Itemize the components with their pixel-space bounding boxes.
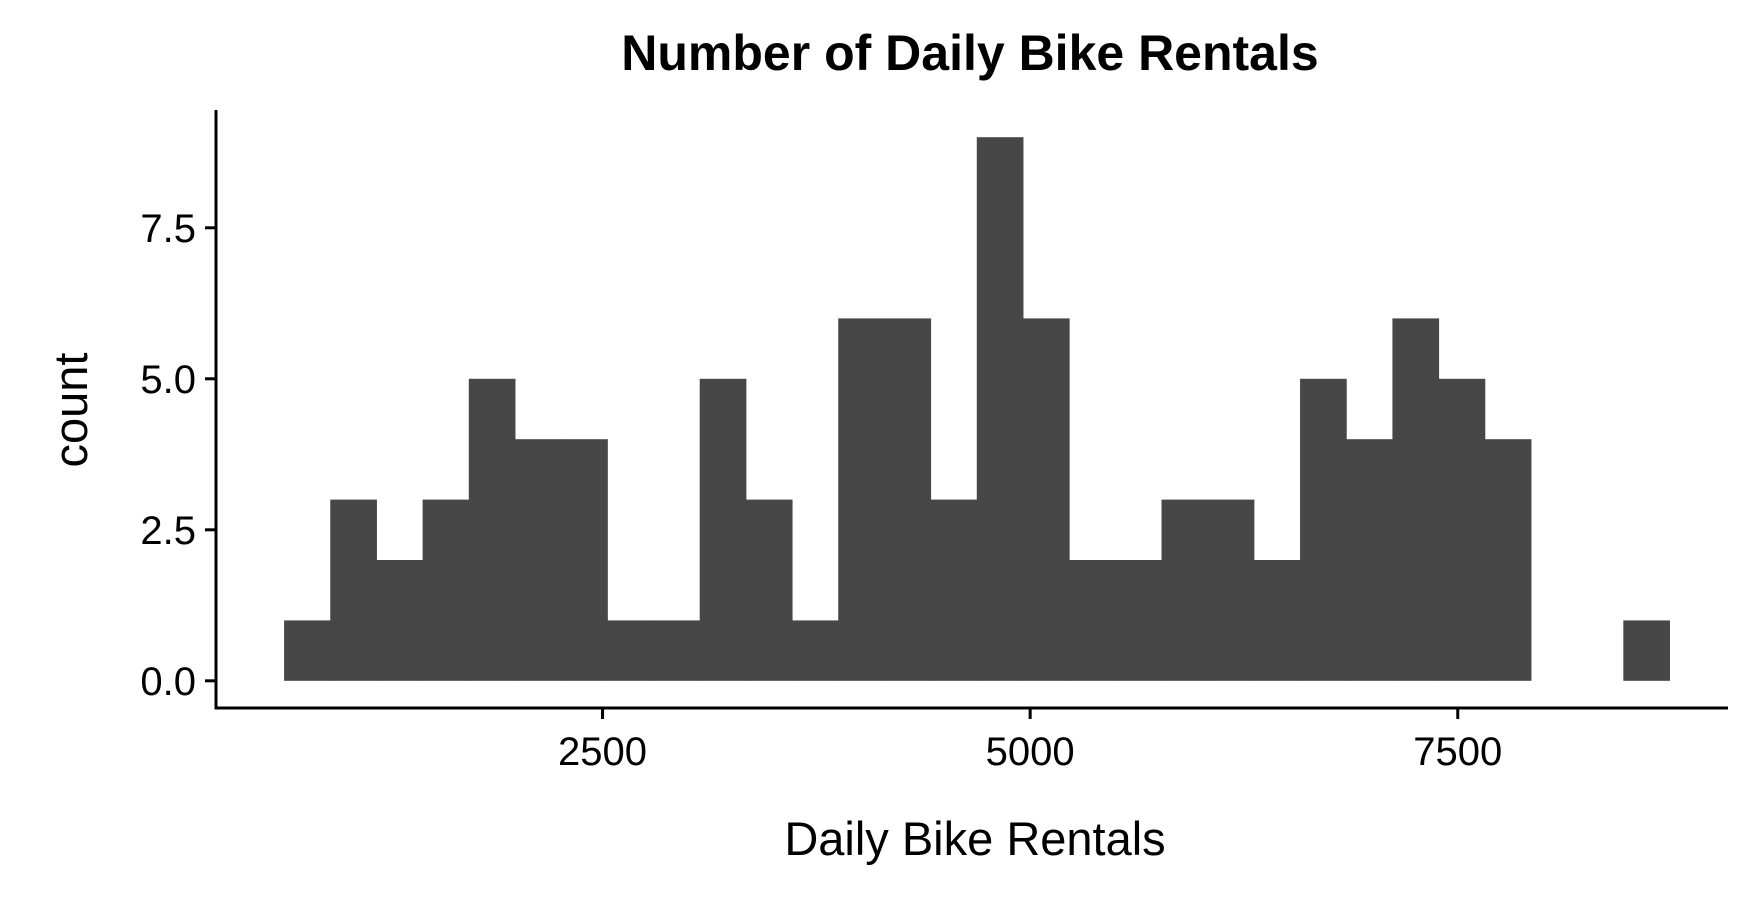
bars-group	[284, 137, 1671, 681]
y-tick-label: 0.0	[140, 660, 196, 704]
histogram-bar	[1392, 318, 1440, 681]
histogram-bar	[330, 499, 377, 681]
histogram-bar	[1069, 560, 1116, 681]
histogram-bar	[1484, 439, 1532, 681]
y-tick-label: 2.5	[140, 509, 196, 553]
histogram-bar	[1022, 318, 1070, 681]
histogram-bar	[1253, 560, 1301, 681]
histogram-bar	[884, 318, 932, 681]
histogram-bar	[930, 499, 978, 681]
histogram-bar	[376, 560, 424, 681]
chart-title: Number of Daily Bike Rentals	[621, 25, 1318, 81]
histogram-bar	[561, 439, 608, 681]
histogram-bar	[1346, 439, 1393, 681]
histogram-bar	[284, 620, 331, 681]
x-tick-label: 7500	[1413, 730, 1502, 774]
histogram-bar	[838, 318, 885, 681]
histogram-bar	[1207, 499, 1255, 681]
y-tick-label: 5.0	[140, 358, 196, 402]
histogram-bar	[1438, 378, 1486, 681]
histogram-bar	[792, 620, 839, 681]
x-tick-label: 2500	[558, 730, 647, 774]
histogram-bar	[607, 620, 655, 681]
x-axis-label: Daily Bike Rentals	[784, 812, 1165, 865]
histogram-bar	[468, 378, 516, 681]
x-tick-label: 5000	[986, 730, 1075, 774]
histogram-bar	[422, 499, 470, 681]
histogram-bar	[976, 137, 1024, 681]
histogram-bar	[745, 499, 793, 681]
histogram-bar	[699, 378, 747, 681]
histogram-bar	[653, 620, 701, 681]
histogram-bar	[1161, 499, 1209, 681]
histogram-bar	[1300, 378, 1347, 681]
histogram-bar	[514, 439, 562, 681]
y-axis-ticks: 0.0 2.5 5.0 7.5	[140, 207, 216, 704]
y-tick-label: 7.5	[140, 207, 196, 251]
y-axis-label: count	[44, 353, 97, 468]
histogram-bar	[1115, 560, 1163, 681]
histogram-bar	[1623, 620, 1671, 681]
x-axis-ticks: 2500 5000 7500	[558, 708, 1502, 774]
